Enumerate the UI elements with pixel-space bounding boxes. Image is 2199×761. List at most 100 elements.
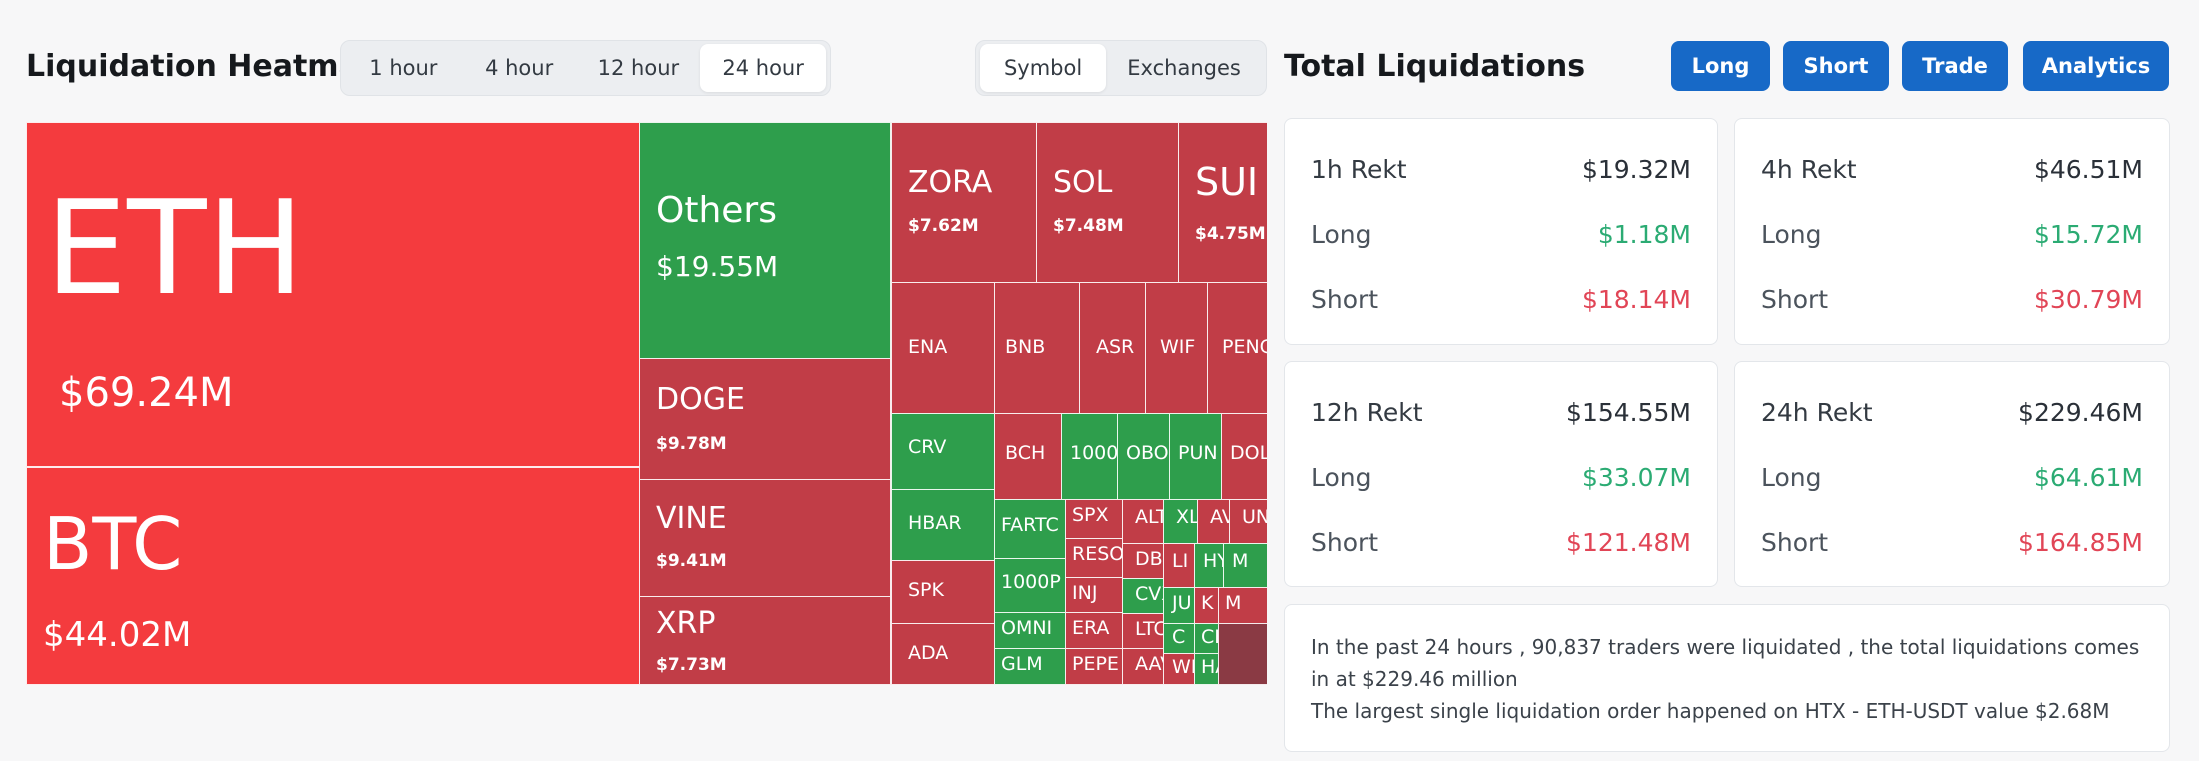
- tile-symbol: WL: [1172, 656, 1194, 678]
- heatmap-tile[interactable]: ERA: [1065, 612, 1123, 649]
- heatmap-tile[interactable]: XL: [1163, 499, 1198, 544]
- heatmap-tile[interactable]: XRP $7.73M: [639, 596, 891, 685]
- heatmap-tile[interactable]: HY: [1194, 543, 1224, 588]
- tile-symbol: BTC: [43, 502, 183, 586]
- card-total: $229.46M: [2018, 398, 2143, 427]
- heatmap-tile[interactable]: 1000P: [994, 558, 1066, 613]
- tile-symbol: HBAR: [908, 512, 962, 534]
- heatmap-tile[interactable]: CF: [1194, 623, 1219, 654]
- tile-symbol: SUI: [1195, 160, 1259, 204]
- heatmap-tile[interactable]: CVX: [1122, 578, 1164, 614]
- heatmap-tile[interactable]: M: [1218, 587, 1267, 624]
- heatmap-tile[interactable]: PUN: [1169, 413, 1222, 500]
- tile-value: $19.55M: [656, 250, 779, 283]
- card-label: 4h Rekt: [1761, 155, 1857, 184]
- heatmap-tile[interactable]: BTC $44.02M: [26, 467, 640, 685]
- heatmap-tile[interactable]: BNB: [994, 282, 1080, 414]
- heatmap-tile[interactable]: ENA: [891, 282, 995, 414]
- heatmap-tile[interactable]: AV: [1197, 499, 1230, 544]
- tile-symbol: DOL: [1230, 442, 1267, 464]
- short-value: $121.48M: [1566, 528, 1691, 557]
- heatmap-tile[interactable]: RESO: [1065, 538, 1123, 578]
- tile-value: $7.62M: [908, 216, 979, 236]
- heatmap-tile[interactable]: ASR: [1079, 282, 1146, 414]
- heatmap-tile[interactable]: LI: [1163, 543, 1195, 588]
- heatmap-tile[interactable]: BCH: [994, 413, 1062, 500]
- tile-symbol: AV: [1210, 506, 1229, 528]
- heatmap-tile[interactable]: INJ: [1065, 577, 1123, 613]
- heatmap-tile[interactable]: DBF: [1122, 543, 1164, 579]
- tab-exchanges[interactable]: Exchanges: [1127, 56, 1241, 80]
- short-button[interactable]: Short: [1783, 41, 1889, 91]
- long-label: Long: [1311, 220, 1372, 249]
- heatmap-tile[interactable]: M: [1223, 543, 1267, 588]
- tile-symbol: C: [1172, 626, 1186, 648]
- tile-symbol: M: [1225, 592, 1242, 614]
- card-total: $154.55M: [1566, 398, 1691, 427]
- heatmap-tile[interactable]: UN: [1229, 499, 1267, 544]
- tile-symbol: 1000: [1070, 442, 1118, 464]
- heatmap-tile[interactable]: AAV: [1122, 648, 1164, 685]
- tile-symbol: OBO: [1126, 442, 1169, 464]
- trade-button[interactable]: Trade: [1902, 41, 2008, 91]
- tile-symbol: XRP: [656, 606, 716, 641]
- heatmap-tile[interactable]: OMNI: [994, 612, 1066, 649]
- heatmap-tile[interactable]: ALT: [1122, 499, 1164, 544]
- tile-symbol: XL: [1176, 506, 1198, 528]
- heatmap-tile[interactable]: SOL $7.48M: [1036, 122, 1180, 283]
- tile-symbol: LTC: [1135, 618, 1164, 640]
- tile-symbol: LI: [1172, 550, 1189, 572]
- heatmap-tile[interactable]: 1000: [1061, 413, 1118, 500]
- tile-symbol: GLM: [1001, 653, 1043, 675]
- tile-symbol: SPK: [908, 579, 944, 601]
- tile-symbol: INJ: [1072, 582, 1098, 604]
- heatmap-title: Liquidation Heatmap: [26, 49, 381, 84]
- heatmap-tile[interactable]: SPX: [1065, 499, 1123, 539]
- heatmap-tile[interactable]: SPK: [891, 560, 995, 624]
- heatmap-tile[interactable]: [1218, 623, 1267, 685]
- heatmap-tile[interactable]: LTC: [1122, 613, 1164, 649]
- long-button[interactable]: Long: [1671, 41, 1770, 91]
- tile-symbol: ENA: [908, 336, 948, 358]
- heatmap-tile[interactable]: Others $19.55M: [639, 122, 891, 359]
- heatmap-tile[interactable]: DOL: [1221, 413, 1267, 500]
- tile-symbol: ADA: [908, 642, 949, 664]
- heatmap-tile[interactable]: OBO: [1117, 413, 1170, 500]
- heatmap-tile[interactable]: JU: [1163, 587, 1195, 624]
- heatmap-tile[interactable]: C: [1163, 623, 1195, 654]
- short-label: Short: [1761, 528, 1829, 557]
- heatmap-tile[interactable]: FARTC: [994, 499, 1066, 559]
- tile-symbol: SOL: [1053, 165, 1113, 200]
- heatmap-tile[interactable]: K: [1194, 587, 1219, 624]
- heatmap-tile[interactable]: PENG: [1207, 282, 1267, 414]
- heatmap-tile[interactable]: WL: [1163, 653, 1195, 685]
- card-label: 1h Rekt: [1311, 155, 1407, 184]
- tile-symbol: ERA: [1072, 617, 1110, 639]
- tile-symbol: PUN: [1178, 442, 1218, 464]
- heatmap-tile[interactable]: HBAR: [891, 489, 995, 561]
- heatmap-tile[interactable]: WIF: [1145, 282, 1208, 414]
- heatmap-tile[interactable]: ETH $69.24M: [26, 122, 640, 467]
- tab-1-hour[interactable]: 1 hour: [369, 56, 438, 80]
- rekt-card-24h: 24h Rekt $229.46M Long $64.61M Short $164.8…: [1734, 361, 2170, 587]
- tab-12-hour[interactable]: 12 hour: [597, 56, 680, 80]
- tab-symbol[interactable]: Symbol: [980, 44, 1107, 92]
- analytics-button[interactable]: Analytics: [2023, 41, 2169, 91]
- heatmap-tile[interactable]: CRV: [891, 413, 995, 490]
- heatmap-tile[interactable]: VINE $9.41M: [639, 479, 891, 597]
- heatmap-tile[interactable]: PEPE: [1065, 648, 1123, 685]
- heatmap-tile[interactable]: ZORA $7.62M: [891, 122, 1037, 283]
- tile-symbol: SPX: [1072, 504, 1109, 526]
- heatmap-tile[interactable]: SUI $4.75M: [1178, 122, 1267, 283]
- tab-4-hour[interactable]: 4 hour: [485, 56, 554, 80]
- timeframe-selector: 1 hour 4 hour 12 hour 24 hour: [340, 40, 831, 96]
- tile-symbol: ETH: [45, 172, 305, 324]
- heatmap-tile[interactable]: HA: [1194, 653, 1219, 685]
- heatmap-tile[interactable]: GLM: [994, 648, 1066, 685]
- tile-symbol: K: [1201, 592, 1214, 614]
- tile-value: $69.24M: [59, 370, 234, 416]
- heatmap-tile[interactable]: ADA: [891, 623, 995, 685]
- tile-symbol: BCH: [1005, 442, 1046, 464]
- heatmap-tile[interactable]: DOGE $9.78M: [639, 358, 891, 480]
- tab-24-hour[interactable]: 24 hour: [700, 44, 826, 92]
